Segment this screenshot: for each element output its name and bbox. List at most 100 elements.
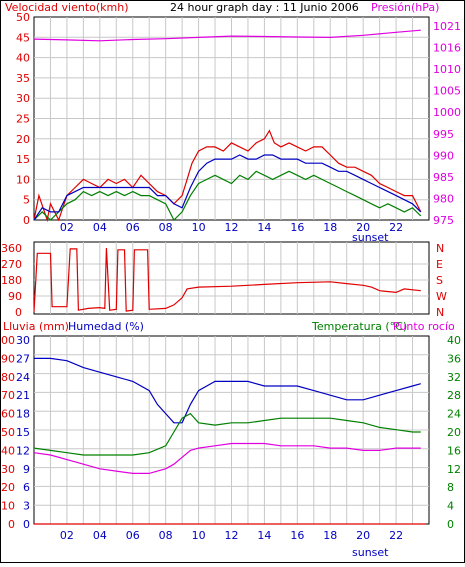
wind-speed-ticks: 0 5 10 15 20 25 30 35 40 45 50 xyxy=(16,11,30,227)
x-tick-label: 16 xyxy=(290,221,304,234)
y-tick-label: 32 xyxy=(447,371,461,384)
x-tick-label: 08 xyxy=(159,529,173,542)
x-tick-label: 10 xyxy=(192,529,206,542)
y-tick-label: 15 xyxy=(16,426,30,439)
humidity-ticks: 0 3 6 9 12 15 18 21 24 27 30 xyxy=(16,334,30,531)
y-tick-label: 24 xyxy=(447,408,461,421)
x-tick-label: 02 xyxy=(60,529,74,542)
x-tick-label: 12 xyxy=(225,529,239,542)
y-tick-label: 27 xyxy=(16,352,30,365)
y-tick-label: 12 xyxy=(16,444,30,457)
x-tick-label: 16 xyxy=(290,529,304,542)
y-tick-label: 0 xyxy=(15,306,22,319)
y-tick-label: 80 xyxy=(1,371,15,384)
wind-x-ticks: 02 04 06 08 10 12 14 16 18 20 22 xyxy=(60,221,403,234)
temperature-x-ticks: 02 04 06 08 10 12 14 16 18 20 22 xyxy=(60,529,403,542)
avg-line xyxy=(33,154,422,221)
x-tick-label: 14 xyxy=(257,529,271,542)
temperature-line xyxy=(33,412,421,456)
x-tick-label: 04 xyxy=(93,529,107,542)
y-tick-label: 1021 xyxy=(433,20,461,33)
x-tick-label: 12 xyxy=(225,221,239,234)
y-tick-label: 0 xyxy=(8,518,15,531)
wind-series xyxy=(33,29,422,223)
y-tick-label: 1005 xyxy=(433,85,461,98)
x-tick-label: 22 xyxy=(389,221,403,234)
x-tick-label: 02 xyxy=(60,221,74,234)
y-tick-label: 3 xyxy=(23,500,30,513)
y-tick-label: 18 xyxy=(16,408,30,421)
y-tick-label: 30 xyxy=(16,334,30,347)
y-tick-label: 20 xyxy=(16,133,30,146)
y-tick-label: 10 xyxy=(16,173,30,186)
y-tick-label: 25 xyxy=(16,113,30,126)
x-tick-label: 20 xyxy=(356,529,370,542)
y-tick-label: 1010 xyxy=(433,63,461,76)
y-tick-label: 975 xyxy=(433,214,454,227)
y-tick-label: 995 xyxy=(433,128,454,141)
y-tick-label: 0 xyxy=(23,214,30,227)
chart-title: 24 hour graph day : 11 Junio 2006 xyxy=(170,1,359,14)
gust-line xyxy=(33,129,422,223)
temperature-grid xyxy=(34,336,429,524)
y-tick-label: 15 xyxy=(16,153,30,166)
x-tick-label: 10 xyxy=(192,221,206,234)
y-tick-label: 100 xyxy=(0,334,15,347)
y-tick-label: 24 xyxy=(16,371,30,384)
direction-line xyxy=(33,247,421,313)
cardinal-label: N xyxy=(436,242,444,255)
x-tick-label: 18 xyxy=(323,529,337,542)
y-tick-label: 20 xyxy=(447,426,461,439)
cardinal-label: W xyxy=(436,290,447,303)
y-tick-label: 4 xyxy=(447,500,454,513)
sunset-label-bottom: sunset xyxy=(352,546,389,559)
y-tick-label: 36 xyxy=(447,352,461,365)
y-tick-label: 360 xyxy=(1,242,22,255)
y-tick-label: 1016 xyxy=(433,42,461,55)
y-tick-label: 1000 xyxy=(433,106,461,119)
y-tick-label: 6 xyxy=(23,481,30,494)
direction-series xyxy=(33,247,421,313)
y-tick-label: 180 xyxy=(1,274,22,287)
y-tick-label: 5 xyxy=(23,194,30,207)
pressure-axis-title: Presión(hPa) xyxy=(371,1,439,14)
temperature-axis-title: Temperatura (°C) xyxy=(311,320,407,333)
y-tick-label: 0 xyxy=(447,518,454,531)
y-tick-label: 20 xyxy=(1,481,15,494)
y-tick-label: 30 xyxy=(16,92,30,105)
y-tick-label: 30 xyxy=(1,463,15,476)
y-tick-label: 21 xyxy=(16,389,30,402)
y-tick-label: 16 xyxy=(447,444,461,457)
y-tick-label: 90 xyxy=(1,352,15,365)
x-tick-label: 06 xyxy=(126,529,140,542)
y-tick-label: 70 xyxy=(1,389,15,402)
y-tick-label: 270 xyxy=(1,258,22,271)
dewpoint-axis-title: Punto rocío xyxy=(393,320,455,333)
direction-degree-ticks: 0 90 180 270 360 xyxy=(1,242,22,319)
y-tick-label: 45 xyxy=(16,31,30,44)
cardinal-label: S xyxy=(436,274,443,287)
y-tick-label: 0 xyxy=(23,518,30,531)
dewpoint-line xyxy=(33,442,421,474)
y-tick-label: 60 xyxy=(1,408,15,421)
x-tick-label: 06 xyxy=(126,221,140,234)
wind-speed-axis-title: Velocidad viento(kmh) xyxy=(5,1,129,14)
wind-grid xyxy=(34,17,429,220)
y-tick-label: 40 xyxy=(16,52,30,65)
y-tick-label: 9 xyxy=(23,463,30,476)
temperature-series xyxy=(33,357,426,525)
humidity-line xyxy=(34,357,421,424)
y-tick-label: 50 xyxy=(1,426,15,439)
y-tick-label: 10 xyxy=(1,500,15,513)
humidity-axis-title: Humedad (%) xyxy=(68,320,144,333)
x-tick-label: 04 xyxy=(93,221,107,234)
x-tick-label: 20 xyxy=(356,221,370,234)
y-tick-label: 35 xyxy=(16,72,30,85)
y-tick-label: 980 xyxy=(433,192,454,205)
y-tick-label: 990 xyxy=(433,149,454,162)
speed-line xyxy=(33,170,422,222)
y-tick-label: 40 xyxy=(447,334,461,347)
